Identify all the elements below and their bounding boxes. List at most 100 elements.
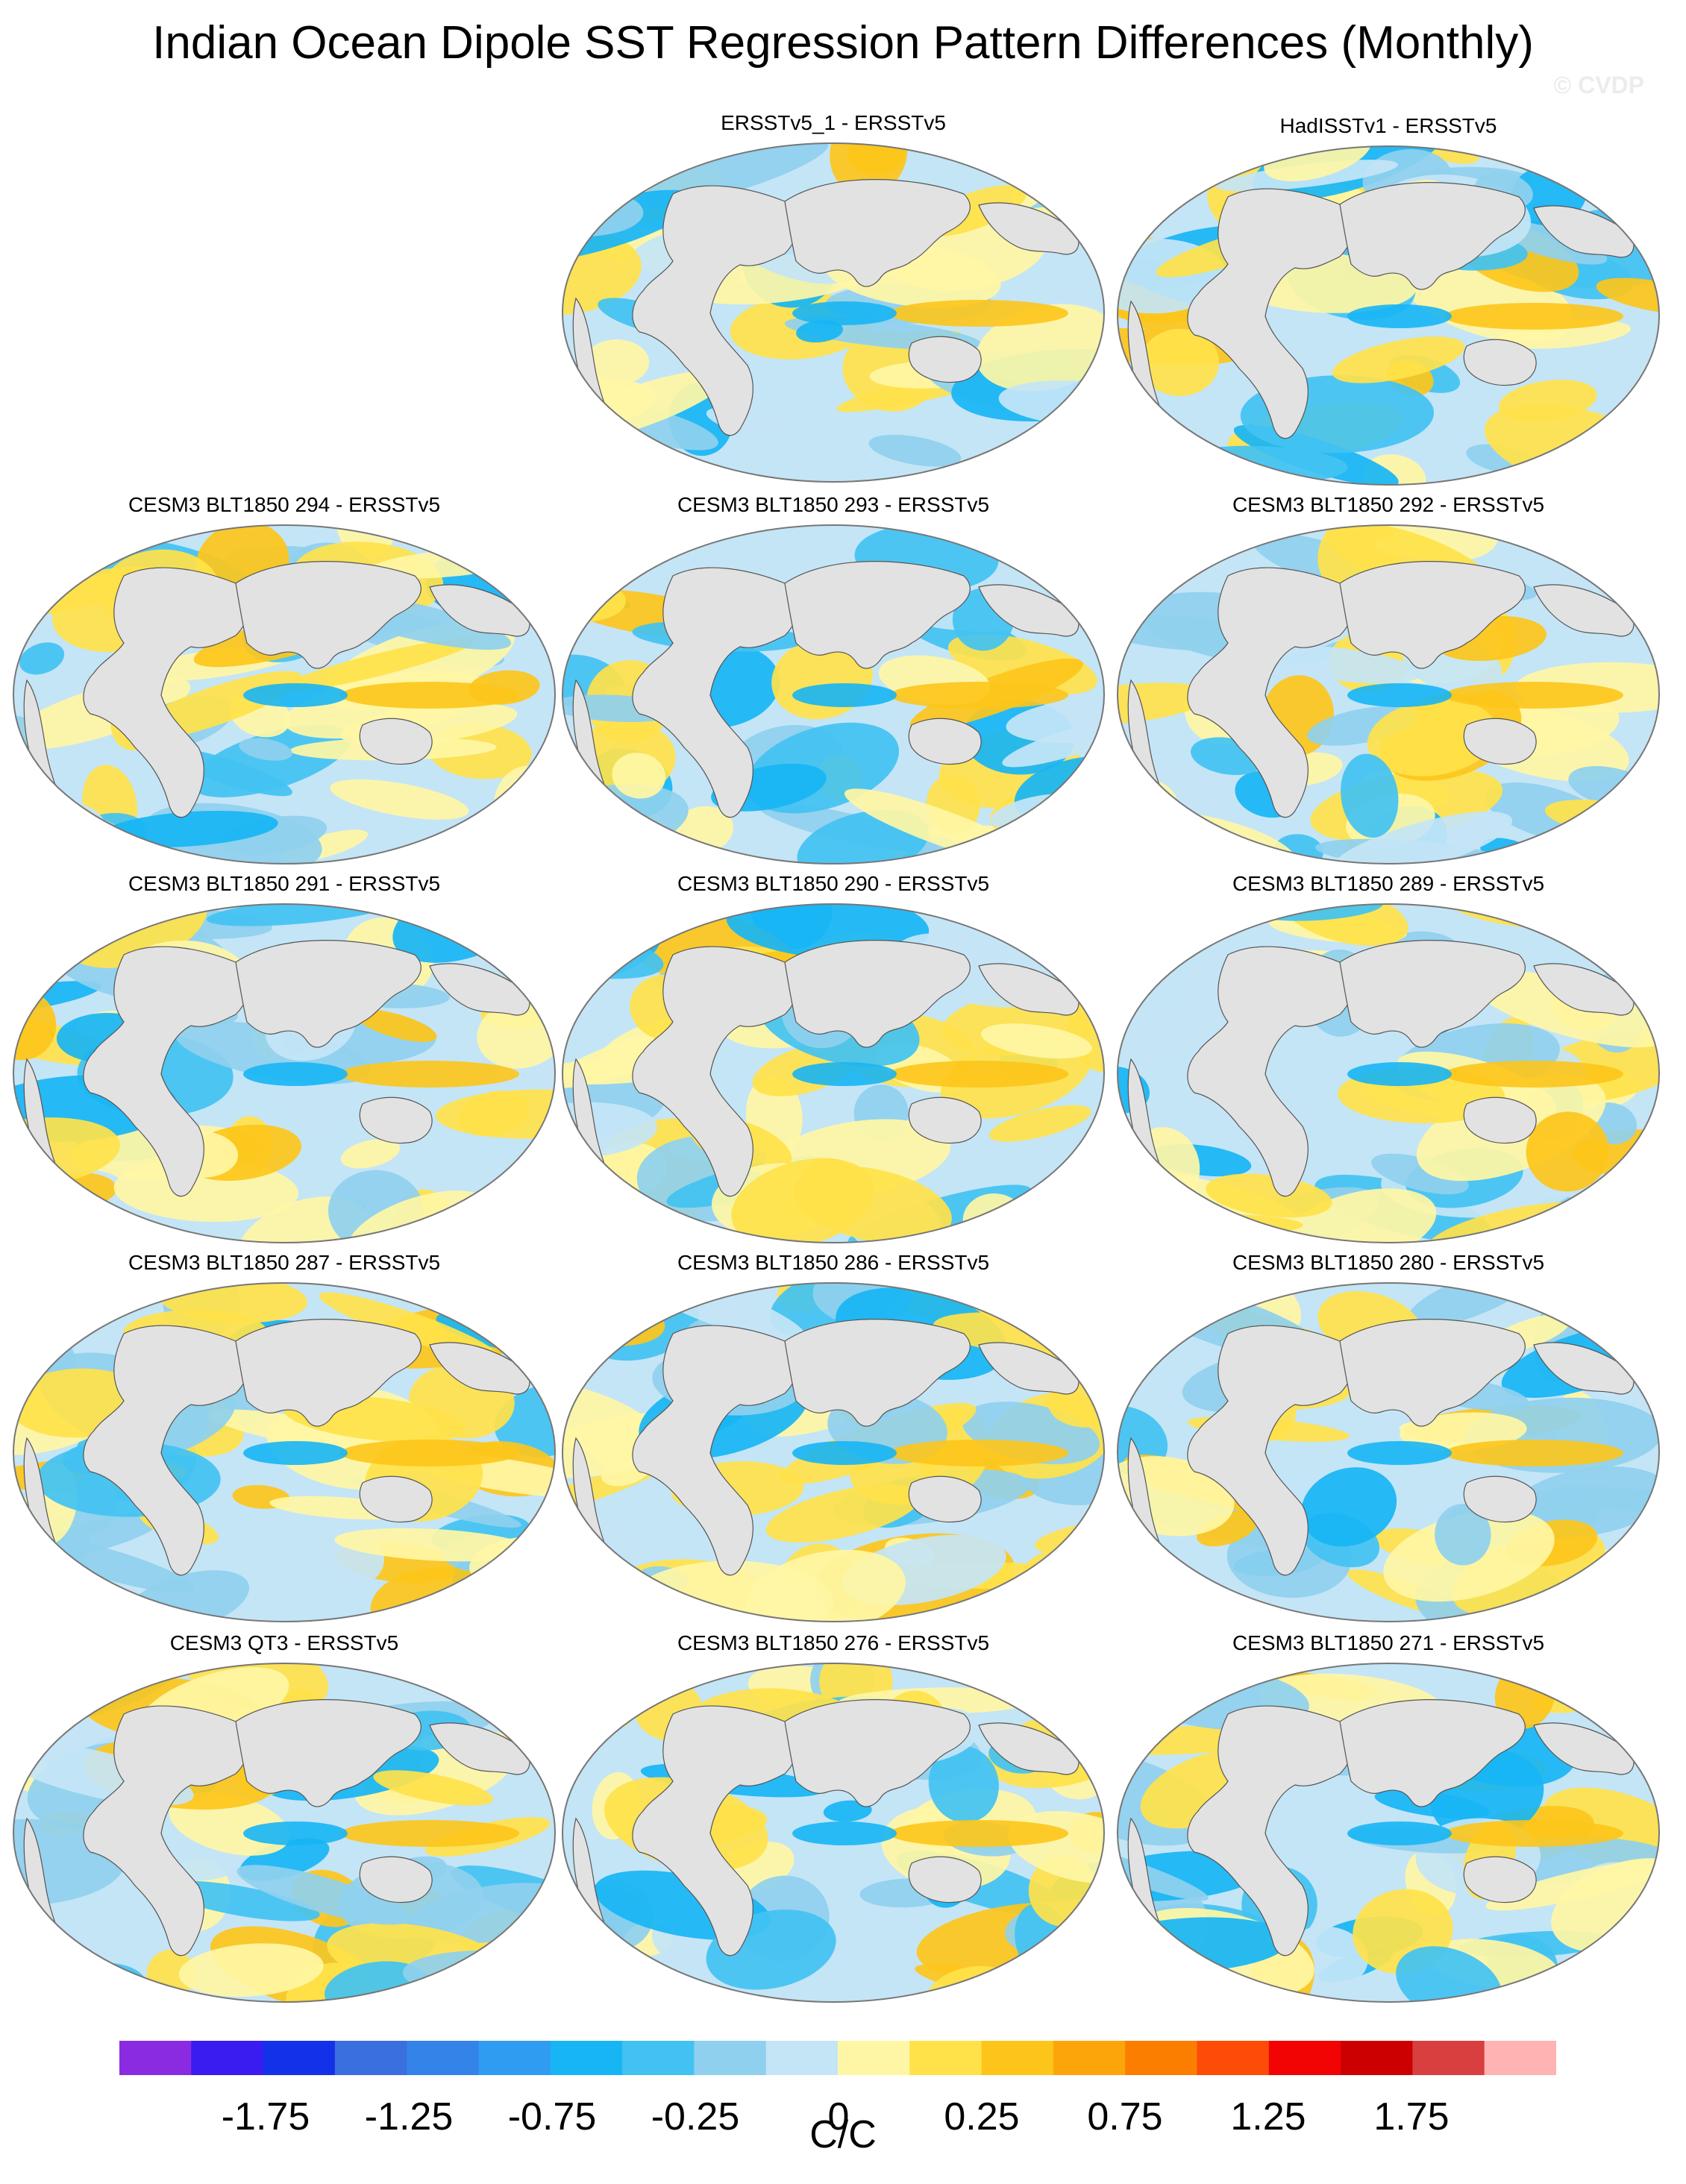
sst-anomaly-contour [340, 682, 519, 709]
panel-title: CESM3 BLT1850 291 - ERSSTv5 [128, 872, 441, 895]
map-plot [1117, 1663, 1660, 2003]
sst-anomaly-contour [1261, 645, 1422, 684]
colorbar-swatch [981, 2041, 1054, 2075]
sst-anomaly-contour [1444, 303, 1623, 330]
land-mass [1463, 1475, 1537, 1523]
sst-anomaly-contour [976, 304, 1104, 392]
sst-anomaly-contour [792, 1062, 897, 1086]
colorbar-swatch [622, 2041, 695, 2075]
map-panel: ERSSTv5_1 - ERSSTv5 [561, 110, 1106, 483]
map-border [562, 524, 1105, 865]
panel-title: ERSSTv5_1 - ERSSTv5 [721, 111, 946, 134]
map-border [1117, 1282, 1660, 1622]
colorbar-swatch [334, 2041, 407, 2075]
map-plot [562, 903, 1105, 1243]
sst-anomaly-contour [475, 904, 555, 934]
sst-anomaly-contour [1118, 841, 1239, 864]
sst-anomaly-contour [277, 638, 476, 693]
sst-anomaly-contour [1601, 1283, 1659, 1318]
land-mass [908, 336, 982, 383]
map-plot [1117, 1282, 1660, 1622]
sst-anomaly-contour [1596, 277, 1659, 315]
figure-title: Indian Ocean Dipole SST Regression Patte… [152, 17, 1534, 69]
map-plot [13, 524, 556, 865]
map-border [562, 1282, 1105, 1622]
sst-anomaly-contour [1206, 1173, 1332, 1218]
sst-anomaly-contour [562, 449, 627, 482]
panel-title: CESM3 BLT1850 271 - ERSSTv5 [1232, 1631, 1545, 1654]
map-panel: CESM3 BLT1850 286 - ERSSTv5 [561, 1250, 1106, 1623]
land-mass [1339, 1698, 1526, 1807]
map-panel: CESM3 BLT1850 291 - ERSSTv5 [12, 871, 557, 1244]
map-panel: CESM3 QT3 - ERSSTv5 [12, 1631, 557, 2003]
sst-anomaly-contour [243, 1821, 348, 1845]
colorbar-swatch [1412, 2041, 1485, 2075]
land-mass [1463, 1856, 1537, 1904]
sst-anomaly-contour [1444, 682, 1623, 709]
colorbar-tick-label: -1.25 [364, 2095, 454, 2138]
sst-anomaly-contour [1332, 336, 1465, 383]
map-border [562, 142, 1105, 483]
colorbar-labels: -1.75 -1.25 -0.75 -0.25 0 0.25 0.75 1.25… [0, 2059, 1686, 2138]
panel-title: CESM3 BLT1850 287 - ERSSTv5 [128, 1251, 441, 1274]
sst-anomaly-contour [792, 683, 897, 707]
sst-anomaly-contour [239, 738, 292, 761]
map-plot [13, 903, 556, 1243]
map-panel: CESM3 BLT1850 276 - ERSSTv5 [561, 1631, 1106, 2003]
colorbar-swatch [1197, 2041, 1270, 2075]
land-mass [784, 178, 971, 287]
map-border [562, 1663, 1105, 2003]
panel-title: CESM3 BLT1850 280 - ERSSTv5 [1232, 1251, 1545, 1274]
sst-anomaly-contour [792, 301, 897, 325]
land-mass [978, 1342, 1079, 1395]
land-mass [784, 939, 971, 1048]
land-mass [429, 1722, 530, 1775]
sst-anomaly-contour [1118, 682, 1214, 725]
map-plot [1117, 145, 1660, 486]
sst-anomaly-contour [618, 837, 666, 864]
colorbar-swatch [1125, 2041, 1197, 2075]
colorbar-swatch [263, 2041, 336, 2075]
land-mass [429, 584, 530, 637]
sst-anomaly-contour [1347, 1062, 1452, 1086]
sst-anomaly-contour [507, 525, 555, 589]
colorbar-swatch [694, 2041, 767, 2075]
map-plot [562, 1282, 1105, 1622]
land-mass [978, 1722, 1079, 1775]
colorbar-tick-label: 1.25 [1230, 2095, 1306, 2138]
colorbar-swatch [550, 2041, 623, 2075]
map-panel: CESM3 BLT1850 292 - ERSSTv5 [1116, 492, 1661, 865]
sst-anomaly-contour [889, 300, 1068, 327]
sst-anomaly-contour [562, 1328, 589, 1358]
sst-anomaly-contour [868, 434, 962, 467]
sst-anomaly-contour [336, 525, 397, 559]
land-mass [908, 1096, 982, 1144]
sst-anomaly-contour [1341, 753, 1399, 838]
map-plot [1117, 524, 1660, 865]
land-mass [978, 202, 1079, 255]
land-mass [359, 1856, 433, 1904]
land-mass [1463, 1096, 1537, 1144]
land-mass [429, 1342, 530, 1395]
sst-anomaly-contour [1031, 1968, 1087, 2002]
sst-anomaly-contour [436, 1089, 555, 1139]
sst-anomaly-contour [1485, 1859, 1659, 1911]
sst-anomaly-contour [1435, 1504, 1491, 1566]
colorbar-swatch [1484, 2041, 1556, 2075]
sst-anomaly-contour [1573, 1954, 1659, 2002]
sst-anomaly-contour [1018, 822, 1104, 856]
sst-anomaly-contour [793, 1166, 952, 1243]
sst-anomaly-contour [584, 339, 650, 386]
colorbar-swatch [119, 2041, 192, 2075]
colorbar-tick-label: -0.25 [651, 2095, 740, 2138]
colorbar-tick-label: 0.75 [1087, 2095, 1163, 2138]
land-mass [978, 584, 1079, 637]
sst-anomaly-contour [889, 682, 1068, 709]
panel-title: CESM3 BLT1850 289 - ERSSTv5 [1232, 872, 1545, 895]
sst-anomaly-contour [796, 320, 843, 343]
map-plot [562, 524, 1105, 865]
land-mass [235, 1698, 422, 1807]
map-panel: CESM3 BLT1850 294 - ERSSTv5 [12, 492, 557, 865]
sst-anomaly-contour [13, 904, 46, 980]
map-border [1117, 524, 1660, 865]
